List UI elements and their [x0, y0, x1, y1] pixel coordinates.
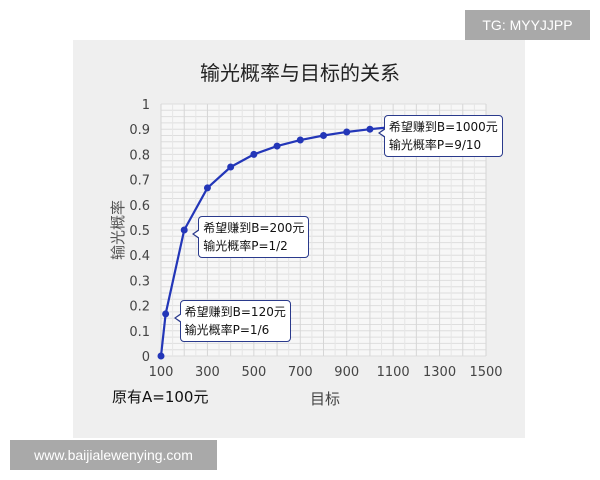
x-tick-label: 1100 — [377, 365, 410, 380]
y-tick-label: 0.1 — [129, 325, 150, 340]
data-point — [343, 128, 351, 136]
x-tick-label: 1300 — [423, 365, 456, 380]
annotation-line1: 希望赚到B=1000元 — [388, 120, 498, 135]
data-point — [320, 132, 327, 139]
y-tick-label: 0.3 — [129, 274, 150, 289]
annotation: 希望赚到B=1000元 输光概率P=9/10 — [377, 115, 503, 158]
x-tick-label: 100 — [149, 365, 174, 380]
annotation-line1: 希望赚到B=120元 — [184, 304, 286, 319]
data-point — [273, 142, 281, 150]
x-tick-label: 300 — [195, 365, 220, 380]
annotation-line2: 输光概率P=1/2 — [203, 239, 288, 253]
chart-title: 输光概率与目标的关系 — [200, 61, 400, 85]
annotation: 希望赚到B=200元 输光概率P=1/2 — [192, 216, 310, 258]
y-tick-label: 0.2 — [129, 300, 150, 315]
y-tick-label: 0.5 — [129, 224, 150, 239]
y-tick-label: 0.4 — [129, 249, 150, 264]
data-point — [296, 136, 304, 144]
y-tick-label: 1 — [142, 98, 150, 113]
annotation-line2: 输光概率P=1/6 — [184, 322, 270, 337]
x-axis-label: 目标 — [310, 390, 340, 408]
x-tick-label: 700 — [288, 365, 313, 380]
y-tick-label: 0.6 — [129, 199, 150, 214]
data-point — [157, 352, 165, 360]
data-point — [203, 184, 211, 192]
data-point — [366, 125, 374, 133]
data-point — [227, 163, 235, 171]
x-tick-label: 500 — [241, 365, 266, 380]
annotation: 希望赚到B=120元 输光概率P=1/6 — [173, 299, 291, 342]
x-tick-label: 900 — [334, 365, 359, 380]
watermark-bottom: www.baijialewenying.com — [10, 440, 217, 470]
data-point — [180, 226, 188, 234]
y-tick-label: 0.9 — [129, 123, 150, 138]
y-tick-label: 0.8 — [129, 148, 150, 163]
data-point — [250, 150, 258, 158]
y-tick-label: 0.7 — [129, 174, 150, 189]
x-tick-label: 1500 — [469, 365, 502, 380]
data-point — [162, 310, 170, 318]
y-axis-label: 输光概率 — [109, 200, 127, 260]
watermark-top: TG: MYYJJPP — [465, 10, 590, 40]
footnote: 原有A=100元 — [112, 388, 208, 406]
annotation-line2: 输光概率P=9/10 — [388, 138, 482, 153]
annotation-line1: 希望赚到B=200元 — [203, 221, 305, 235]
y-tick-label: 0 — [142, 350, 150, 365]
